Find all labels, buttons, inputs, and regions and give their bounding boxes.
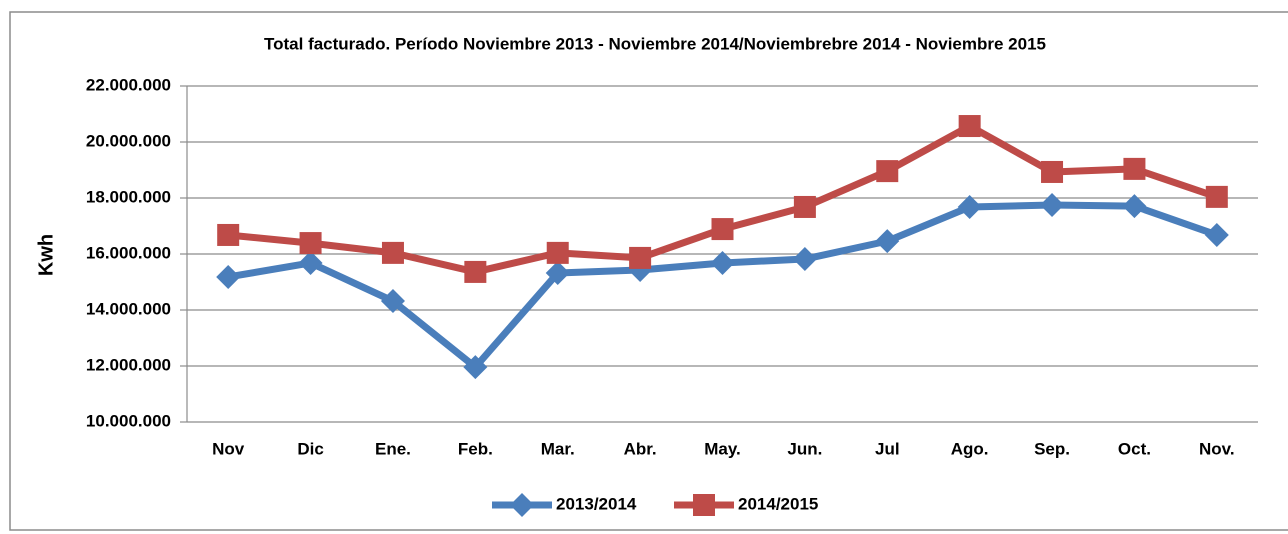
data-point	[793, 195, 816, 218]
data-point	[381, 241, 404, 264]
data-point	[1041, 160, 1064, 183]
data-point	[957, 194, 982, 219]
data-point	[217, 223, 240, 246]
data-point	[876, 160, 899, 183]
legend-marker	[510, 493, 534, 517]
data-point	[380, 289, 405, 314]
legend-label: 2013/2014	[556, 494, 637, 513]
x-tick-label: Oct.	[1118, 439, 1151, 458]
x-tick-label: Nov.	[1199, 439, 1235, 458]
x-tick-label: May.	[704, 439, 741, 458]
data-point	[546, 241, 569, 264]
x-tick-label: Ene.	[375, 439, 411, 458]
data-point	[216, 264, 241, 289]
y-tick-label: 18.000.000	[86, 187, 171, 206]
x-tick-label: Mar.	[541, 439, 575, 458]
data-point	[1204, 222, 1229, 247]
x-tick-label: Dic	[297, 439, 323, 458]
data-point	[629, 246, 652, 269]
data-point	[1122, 194, 1147, 219]
data-point	[711, 218, 734, 241]
y-tick-label: 22.000.000	[86, 75, 171, 94]
data-point	[463, 355, 488, 380]
x-tick-label: Nov	[212, 439, 245, 458]
data-point	[1123, 157, 1146, 180]
data-point	[1040, 193, 1065, 217]
chart-border	[9, 11, 1288, 531]
legend-label: 2014/2015	[738, 494, 818, 513]
y-tick-label: 20.000.000	[86, 131, 171, 150]
legend-marker	[693, 494, 715, 516]
data-point	[298, 250, 323, 275]
y-tick-label: 14.000.000	[86, 299, 171, 318]
y-tick-label: 12.000.000	[86, 355, 171, 374]
data-point	[710, 250, 735, 275]
y-tick-label: 10.000.000	[86, 411, 171, 430]
data-point	[958, 115, 981, 138]
x-tick-label: Jun.	[787, 439, 822, 458]
data-point	[875, 229, 900, 254]
x-tick-label: Feb.	[458, 439, 493, 458]
data-point	[545, 261, 570, 286]
x-tick-label: Jul	[875, 439, 900, 458]
x-tick-label: Abr.	[624, 439, 657, 458]
series-line	[227, 122, 1218, 276]
chart-title: Total facturado. Período Noviembre 2013 …	[264, 34, 1046, 53]
data-point	[792, 247, 817, 272]
data-point	[464, 260, 487, 283]
y-tick-label: 16.000.000	[86, 243, 171, 262]
data-point	[1205, 185, 1228, 208]
data-point	[299, 232, 322, 255]
y-axis-label: Kwh	[35, 234, 57, 276]
x-tick-label: Sep.	[1034, 439, 1070, 458]
x-tick-label: Ago.	[951, 439, 989, 458]
